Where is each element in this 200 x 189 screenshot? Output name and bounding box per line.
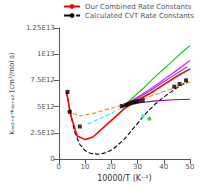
- svg-text:1E13: 1E13: [37, 50, 55, 58]
- svg-text:Our Combined Rate Constants: Our Combined Rate Constants: [85, 3, 192, 11]
- svg-text:0: 0: [50, 155, 54, 163]
- svg-text:0: 0: [57, 163, 61, 171]
- svg-text:1.25E13: 1.25E13: [26, 24, 55, 32]
- svg-text:Calculated CVT Rate Constants: Calculated CVT Rate Constants: [85, 12, 194, 20]
- svg-text:2.5E12: 2.5E12: [30, 129, 54, 137]
- svg-text:kₙₒ₂₊ₒ→ₙₒ₊ₒ₂ (cm³/mol s): kₙₒ₂₊ₒ→ₙₒ₊ₒ₂ (cm³/mol s): [8, 52, 16, 135]
- svg-text:50: 50: [186, 163, 195, 171]
- svg-text:10000/T (K⁻¹): 10000/T (K⁻¹): [97, 174, 151, 183]
- svg-text:7.5E12: 7.5E12: [30, 76, 54, 84]
- svg-text:20: 20: [107, 163, 116, 171]
- svg-text:30: 30: [133, 163, 142, 171]
- svg-text:40: 40: [159, 163, 168, 171]
- svg-text:5E12: 5E12: [37, 103, 55, 111]
- svg-text:10: 10: [81, 163, 90, 171]
